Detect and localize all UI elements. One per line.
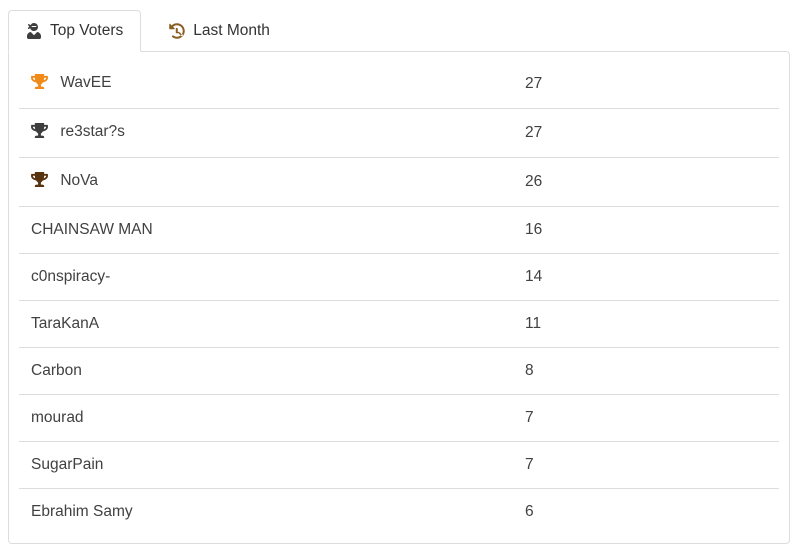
tab-label: Last Month (193, 22, 270, 39)
table-row[interactable]: SugarPain 7 (19, 441, 779, 489)
table-row[interactable]: re3star?s 27 (19, 108, 779, 158)
table-row[interactable]: Ebrahim Samy 6 (19, 489, 779, 536)
player-name: Ebrahim Samy (31, 503, 133, 520)
table-row[interactable]: c0nspiracy- 14 (19, 253, 779, 301)
trophy-icon-silver (31, 123, 48, 145)
vote-count: 26 (513, 157, 779, 207)
vote-count: 16 (513, 206, 779, 254)
table-row[interactable]: CHAINSAW MAN 16 (19, 206, 779, 254)
vote-count: 7 (513, 441, 779, 489)
vote-count: 14 (513, 253, 779, 301)
table-row[interactable]: Carbon 8 (19, 347, 779, 395)
player-name: SugarPain (31, 456, 104, 473)
history-icon (169, 23, 186, 39)
vote-count: 7 (513, 394, 779, 442)
user-ninja-icon (26, 23, 42, 39)
player-name: NoVa (60, 172, 98, 189)
vote-count: 27 (513, 108, 779, 158)
vote-count: 8 (513, 347, 779, 395)
player-name: mourad (31, 409, 84, 426)
player-name: WavEE (60, 74, 112, 91)
player-name: re3star?s (60, 123, 125, 140)
player-name: c0nspiracy- (31, 268, 111, 285)
vote-count: 27 (513, 60, 779, 109)
vote-count: 6 (525, 503, 534, 520)
tab-label: Top Voters (50, 22, 124, 39)
tab-bar: Top Voters Last Month (8, 10, 790, 52)
player-name: CHAINSAW MAN (31, 221, 153, 238)
trophy-icon-bronze (31, 172, 48, 194)
tab-last-month[interactable]: Last Month (152, 11, 287, 51)
tab-top-voters[interactable]: Top Voters (8, 10, 142, 52)
top-voters-panel: WavEE 27 re3star?s 27 NoVa 26 CHAINSAW (8, 51, 790, 544)
table-row[interactable]: mourad 7 (19, 394, 779, 442)
player-name: TaraKanA (31, 315, 100, 332)
voters-table: WavEE 27 re3star?s 27 NoVa 26 CHAINSAW (19, 60, 779, 535)
vote-count: 11 (513, 300, 779, 348)
player-name: Carbon (31, 362, 82, 379)
table-row[interactable]: WavEE 27 (19, 60, 779, 109)
table-row[interactable]: TaraKanA 11 (19, 300, 779, 348)
table-row[interactable]: NoVa 26 (19, 157, 779, 207)
trophy-icon-gold (31, 74, 48, 96)
